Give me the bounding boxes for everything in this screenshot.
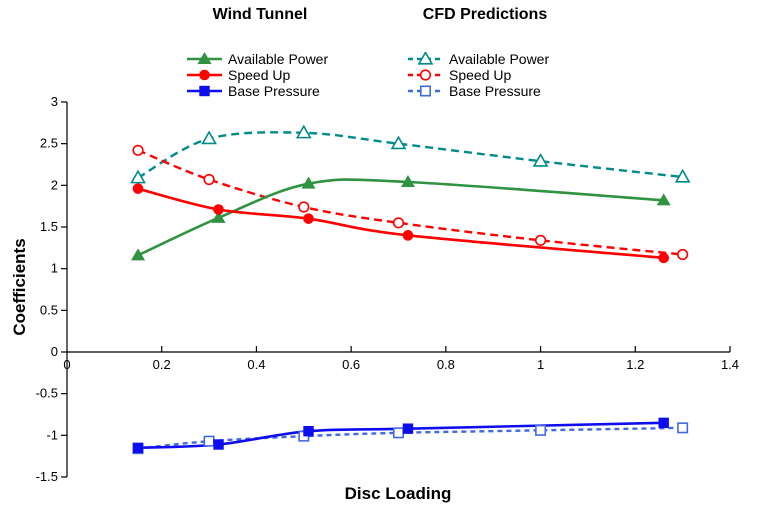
- svg-text:1.4: 1.4: [721, 357, 739, 372]
- svg-text:0: 0: [63, 357, 70, 372]
- svg-text:1.2: 1.2: [626, 357, 644, 372]
- svg-text:1: 1: [51, 261, 58, 276]
- svg-text:0.4: 0.4: [247, 357, 265, 372]
- legend-item-wt-speed-up: Speed Up: [186, 67, 328, 83]
- svg-text:0.2: 0.2: [153, 357, 171, 372]
- legend-label: Available Power: [228, 51, 329, 67]
- legend-group-title-cfd-predictions: CFD Predictions: [422, 6, 548, 23]
- legend-cfd-predictions: Available Power Speed Up Base Pressure: [407, 51, 549, 99]
- legend-wind-tunnel: Available Power Speed Up Base Pressure: [186, 51, 328, 99]
- svg-text:0.5: 0.5: [40, 302, 58, 317]
- legend-item-wt-base-pressure: Base Pressure: [186, 83, 328, 99]
- legend-label: Speed Up: [228, 67, 291, 83]
- svg-text:-1: -1: [46, 427, 58, 442]
- legend-item-cfd-speed-up: Speed Up: [407, 67, 549, 83]
- svg-text:-0.5: -0.5: [36, 386, 58, 401]
- svg-text:1: 1: [537, 357, 544, 372]
- legend-label: Speed Up: [449, 67, 512, 83]
- legend-item-cfd-base-pressure: Base Pressure: [407, 83, 549, 99]
- svg-text:0: 0: [51, 344, 58, 359]
- square-filled-marker-icon: [187, 85, 222, 97]
- svg-text:3: 3: [51, 94, 58, 109]
- svg-text:2: 2: [51, 177, 58, 192]
- triangle-filled-marker-icon: [187, 52, 222, 64]
- legend-label: Available Power: [449, 51, 550, 67]
- svg-text:-1.5: -1.5: [36, 469, 58, 484]
- legend-label: Base Pressure: [449, 83, 541, 99]
- circle-filled-marker-icon: [187, 69, 222, 81]
- square-open-marker-icon: [408, 85, 443, 97]
- svg-text:0.8: 0.8: [437, 357, 455, 372]
- circle-open-marker-icon: [408, 69, 443, 81]
- y-axis-title: Coefficients: [10, 238, 29, 336]
- svg-text:0.6: 0.6: [342, 357, 360, 372]
- legend-group-title-wind-tunnel: Wind Tunnel: [212, 6, 308, 23]
- triangle-open-marker-icon: [408, 52, 443, 65]
- x-axis-title: Disc Loading: [344, 484, 452, 503]
- legend-item-cfd-available-power: Available Power: [407, 51, 549, 67]
- legend-item-wt-available-power: Available Power: [186, 51, 328, 67]
- svg-text:1.5: 1.5: [40, 219, 58, 234]
- svg-text:2.5: 2.5: [40, 136, 58, 151]
- legend-label: Base Pressure: [228, 83, 320, 99]
